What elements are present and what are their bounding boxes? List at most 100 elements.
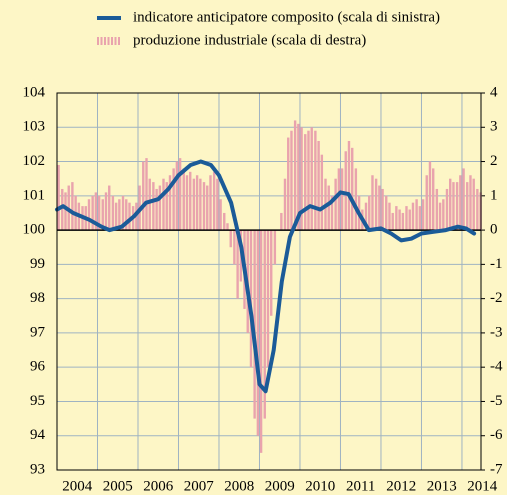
y-tick-label: 93 — [30, 461, 45, 477]
bar — [320, 154, 324, 231]
bar — [411, 202, 415, 231]
legend-swatch — [114, 37, 117, 45]
legend-swatch — [104, 37, 106, 45]
x-tick-label: 2009 — [265, 478, 295, 494]
bar — [300, 127, 303, 231]
bar — [128, 202, 131, 231]
bar — [337, 168, 341, 231]
bar — [118, 199, 121, 231]
bar — [125, 199, 128, 231]
bar — [438, 202, 442, 231]
bar — [253, 230, 256, 419]
bar — [314, 130, 317, 231]
bar — [273, 230, 277, 265]
bar — [114, 202, 118, 231]
y-tick-label: 101 — [23, 187, 46, 203]
bar — [165, 182, 168, 231]
bar — [347, 140, 351, 231]
bar — [71, 182, 74, 231]
bar — [327, 185, 330, 231]
bar — [236, 230, 239, 299]
y-tick-label: 100 — [23, 222, 46, 238]
y2-tick-label: 2 — [490, 153, 498, 169]
bar — [351, 147, 354, 231]
bar — [142, 161, 145, 231]
legend-swatch — [107, 37, 110, 45]
bar — [97, 195, 101, 231]
bar — [428, 161, 432, 231]
bar — [459, 175, 462, 231]
y-tick-label: 98 — [30, 290, 45, 306]
bar — [442, 199, 445, 231]
x-tick-label: 2012 — [386, 478, 416, 494]
bar — [192, 178, 196, 231]
bar — [195, 175, 199, 231]
y2-tick-label: 3 — [490, 119, 498, 135]
legend-swatch — [100, 37, 103, 45]
bar — [290, 130, 293, 231]
bar — [212, 171, 216, 231]
bar — [287, 137, 290, 231]
y-tick-label: 104 — [23, 84, 46, 100]
bar — [219, 199, 222, 231]
y-tick-label: 94 — [30, 427, 46, 443]
plot-frame — [56, 92, 482, 471]
bar — [202, 182, 206, 231]
bar — [304, 134, 307, 231]
bar — [270, 230, 273, 316]
bar — [101, 199, 104, 231]
bar — [364, 202, 368, 231]
legend-label: indicatore anticipatore composito (scala… — [133, 9, 440, 25]
bar — [172, 168, 175, 231]
y2-tick-label: 4 — [490, 84, 498, 100]
bar — [104, 192, 108, 231]
bar — [185, 175, 189, 231]
bar — [233, 230, 236, 265]
x-tick-label: 2010 — [305, 478, 335, 494]
legend-swatch — [118, 37, 120, 45]
bar — [263, 230, 266, 419]
bar — [415, 199, 418, 231]
bar — [121, 195, 125, 231]
x-tick-label: 2014 — [467, 478, 498, 494]
bar — [266, 230, 270, 368]
bar — [374, 178, 378, 231]
x-tick-label: 2011 — [346, 478, 375, 494]
y-tick-label: 103 — [23, 119, 46, 135]
bar — [249, 230, 253, 368]
bar — [229, 230, 232, 248]
legend-label: produzione industriale (scala di destra) — [133, 32, 366, 48]
bar — [206, 185, 209, 231]
y-tick-label: 95 — [30, 393, 45, 409]
legend-swatch — [111, 37, 113, 45]
bar — [87, 199, 91, 231]
bar — [418, 206, 422, 231]
bar — [340, 168, 344, 231]
bar — [368, 195, 371, 231]
bar — [175, 161, 179, 231]
bar — [395, 206, 398, 231]
bar — [381, 188, 384, 231]
bar — [310, 127, 313, 231]
bar — [91, 195, 94, 231]
bar — [280, 212, 283, 231]
bar — [209, 175, 212, 231]
bar — [472, 178, 475, 231]
bar — [401, 212, 405, 231]
bar — [452, 182, 455, 231]
bar — [354, 168, 358, 231]
bar — [408, 209, 411, 231]
y2-tick-label: 0 — [490, 222, 498, 238]
y2-tick-label: -7 — [490, 461, 503, 477]
x-tick-label: 2004 — [62, 478, 93, 494]
x-tick-label: 2008 — [224, 478, 254, 494]
x-tick-label: 2005 — [103, 478, 133, 494]
y-tick-label: 102 — [23, 153, 46, 169]
bar — [145, 158, 148, 231]
y2-tick-label: -1 — [490, 256, 503, 272]
bar — [391, 212, 394, 231]
bar — [432, 168, 435, 231]
bar — [152, 182, 155, 231]
